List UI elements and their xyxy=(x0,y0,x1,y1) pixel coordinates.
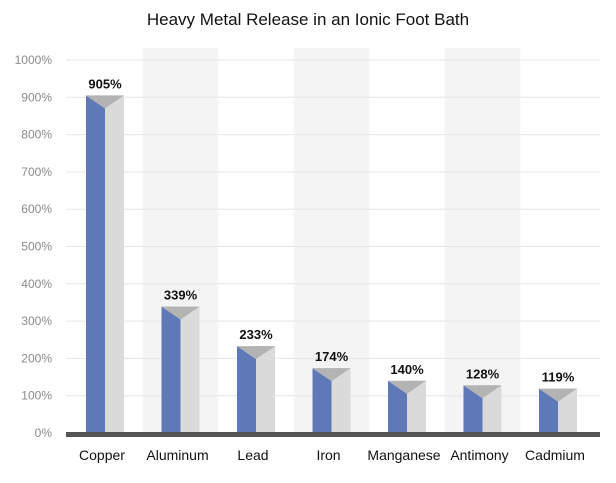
bar-side xyxy=(482,385,502,433)
data-label: 233% xyxy=(239,327,273,342)
y-tick-label: 400% xyxy=(21,277,52,291)
bar-cap xyxy=(86,95,124,109)
data-label: 128% xyxy=(466,366,500,381)
bar xyxy=(312,368,332,433)
bar-cap xyxy=(312,368,351,382)
x-tick-label: Aluminum xyxy=(146,447,208,463)
bar xyxy=(463,385,483,433)
bar-side xyxy=(180,306,200,433)
bar xyxy=(237,346,256,433)
bar-side xyxy=(558,388,577,433)
bar xyxy=(388,380,407,433)
y-tick-label: 700% xyxy=(21,165,52,179)
y-tick-label: 200% xyxy=(21,351,52,365)
bar-cap xyxy=(463,385,502,399)
y-tick-label: 100% xyxy=(21,389,52,403)
column-band xyxy=(444,48,521,433)
y-tick-label: 800% xyxy=(21,128,52,142)
y-tick-label: 1000% xyxy=(15,53,53,67)
bar xyxy=(161,306,181,433)
bar-cap xyxy=(237,346,275,360)
data-label: 339% xyxy=(164,288,198,303)
x-tick-label: Antimony xyxy=(450,447,508,463)
data-label: 140% xyxy=(390,362,424,377)
y-tick-label: 500% xyxy=(21,240,52,254)
bar-side xyxy=(256,346,275,433)
bar xyxy=(539,388,558,433)
x-tick-label: Lead xyxy=(237,447,268,463)
y-tick-label: 300% xyxy=(21,314,52,328)
bar-side xyxy=(331,368,351,433)
bar xyxy=(86,95,105,433)
chart-title: Heavy Metal Release in an Ionic Foot Bat… xyxy=(146,10,470,29)
x-tick-label: Iron xyxy=(316,447,340,463)
x-tick-label: Manganese xyxy=(367,447,440,463)
data-label: 905% xyxy=(88,76,122,91)
data-label: 174% xyxy=(315,349,349,364)
y-tick-label: 600% xyxy=(21,202,52,216)
bar-side xyxy=(407,380,426,433)
x-tick-label: Cadmium xyxy=(525,447,585,463)
bar-cap xyxy=(539,388,577,402)
bar-cap xyxy=(388,380,426,394)
y-tick-label: 900% xyxy=(21,90,52,104)
y-tick-label: 0% xyxy=(35,426,53,440)
bar-cap xyxy=(161,306,200,320)
bar-side xyxy=(105,95,124,433)
x-axis-baseline xyxy=(66,432,600,437)
data-label: 119% xyxy=(542,370,575,385)
x-tick-label: Copper xyxy=(79,447,125,463)
